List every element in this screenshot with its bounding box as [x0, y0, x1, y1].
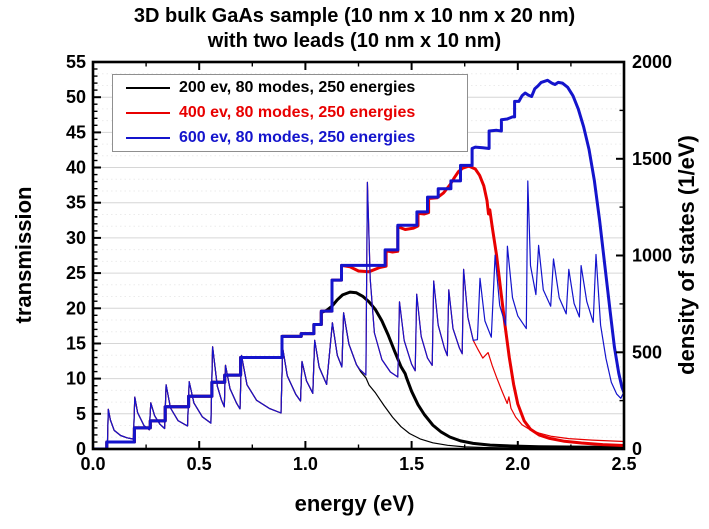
tick-labels: 0.0 0.5 1.0 1.5 2.0 2.50510152025303540455055…: [66, 52, 672, 474]
series-group: [93, 78, 624, 449]
legend-item-400ev: 400 ev, 80 modes, 250 energies: [113, 101, 467, 125]
legend-label-600ev: 600 ev, 80 modes, 250 energies: [179, 129, 416, 146]
left-tick-label: 50: [66, 87, 86, 107]
x-tick-label: 2.0: [505, 454, 530, 474]
legend-label-200ev: 200 ev, 80 modes, 250 energies: [179, 79, 416, 96]
left-tick-label: 10: [66, 369, 86, 389]
y-axis-label-left: transmission: [11, 186, 36, 324]
x-tick-label: 1.0: [293, 454, 318, 474]
chart-title-line2: with two leads (10 nm x 10 nm): [207, 30, 502, 52]
legend-line-swatch-600ev: [126, 137, 170, 139]
x-tick-label: 1.5: [399, 454, 424, 474]
y-axis-label-right: density of states (1/eV): [674, 135, 699, 375]
right-tick-label: 1000: [632, 246, 672, 266]
x-tick-label: 0.0: [80, 454, 105, 474]
left-tick-label: 0: [76, 439, 86, 459]
legend-line-swatch-400ev: [126, 112, 170, 114]
legend-box: 200 ev, 80 modes, 250 energies 400 ev, 8…: [112, 74, 468, 152]
right-tick-label: 2000: [632, 52, 672, 72]
curve-density-of-states-600-ev: [93, 180, 624, 449]
x-axis-label: energy (eV): [294, 491, 415, 516]
left-tick-label: 45: [66, 122, 86, 142]
left-tick-label: 15: [66, 334, 86, 354]
left-tick-label: 55: [66, 52, 86, 72]
ticks: [92, 61, 625, 450]
left-tick-label: 40: [66, 158, 86, 178]
left-tick-label: 35: [66, 193, 86, 213]
left-tick-label: 5: [76, 404, 86, 424]
right-tick-label: 0: [632, 439, 642, 459]
legend-item-600ev: 600 ev, 80 modes, 250 energies: [113, 126, 467, 150]
legend-item-200ev: 200 ev, 80 modes, 250 energies: [113, 76, 467, 100]
left-tick-label: 25: [66, 263, 86, 283]
curve-density-of-states-400-ev: [93, 181, 624, 449]
chart-title-line1: 3D bulk GaAs sample (10 nm x 10 nm x 20 …: [133, 5, 576, 27]
right-tick-label: 1500: [632, 149, 672, 169]
left-tick-label: 30: [66, 228, 86, 248]
left-tick-label: 20: [66, 298, 86, 318]
x-tick-label: 0.5: [187, 454, 212, 474]
right-tick-label: 500: [632, 342, 662, 362]
x-tick-label: 2.5: [611, 454, 636, 474]
curve-density-of-states-200-ev: [93, 312, 624, 449]
legend-line-swatch-200ev: [126, 87, 170, 89]
legend-label-400ev: 400 ev, 80 modes, 250 energies: [179, 104, 416, 121]
